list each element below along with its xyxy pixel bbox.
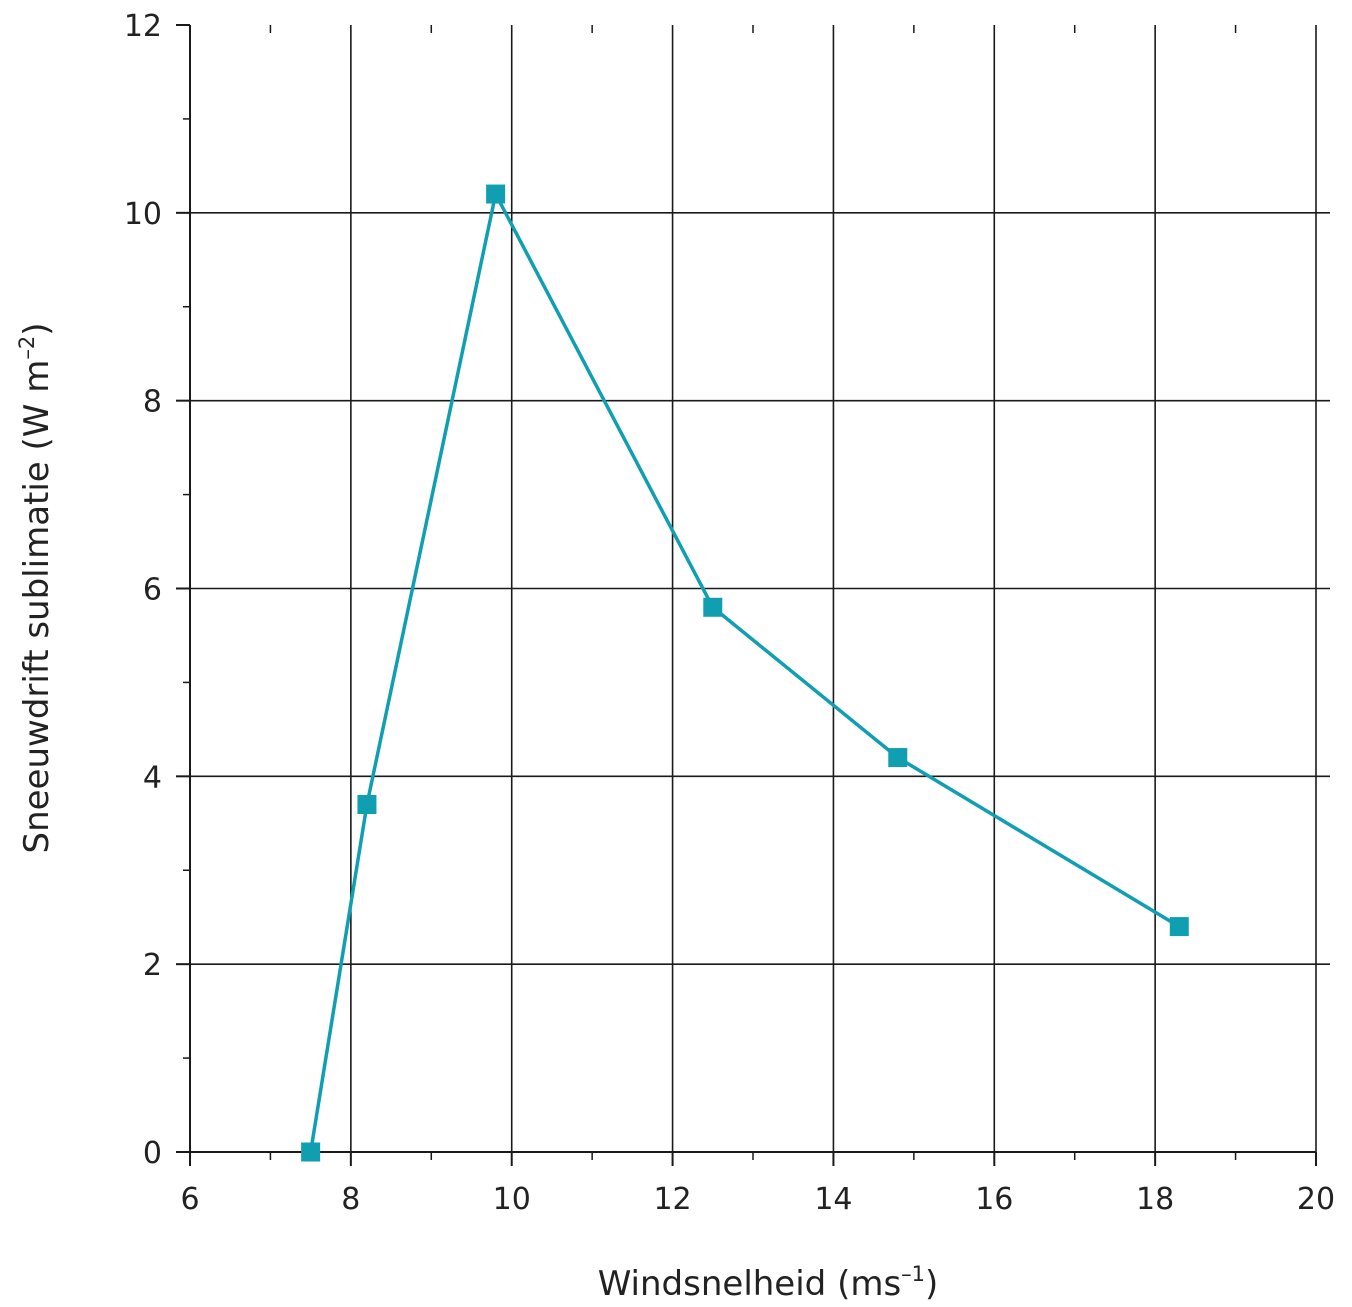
data-point	[888, 748, 908, 768]
x-tick-label: 12	[653, 1182, 691, 1217]
y-tick-label: 8	[143, 385, 162, 420]
x-tick-label: 16	[975, 1182, 1013, 1217]
x-tick-label: 6	[180, 1182, 199, 1217]
x-axis-title: Windsnelheid (ms–1)	[598, 1262, 939, 1304]
ticks: 0 2 4 6 8 10 12 6 8 10 12 14 16 18 20	[124, 9, 1335, 1217]
y-tick-label: 2	[143, 948, 162, 983]
x-tick-label: 8	[341, 1182, 360, 1217]
data-point	[486, 184, 506, 204]
series	[301, 184, 1189, 1162]
data-point	[357, 795, 377, 815]
grid	[190, 25, 1330, 1152]
y-tick-label: 12	[124, 9, 162, 44]
data-point	[301, 1142, 321, 1162]
x-tick-label: 18	[1136, 1182, 1174, 1217]
x-tick-label: 14	[814, 1182, 852, 1217]
y-tick-label: 0	[143, 1136, 162, 1171]
y-axis-title: Sneeuwdrift sublimatie (W m–2)	[15, 323, 57, 854]
y-tick-label: 10	[124, 197, 162, 232]
x-tick-label: 20	[1297, 1182, 1335, 1217]
data-point	[703, 597, 723, 617]
data-point	[1169, 917, 1189, 937]
x-tick-label: 10	[493, 1182, 531, 1217]
y-tick-label: 4	[143, 760, 162, 795]
series-line	[308, 192, 1181, 1153]
y-tick-label: 6	[143, 573, 162, 608]
